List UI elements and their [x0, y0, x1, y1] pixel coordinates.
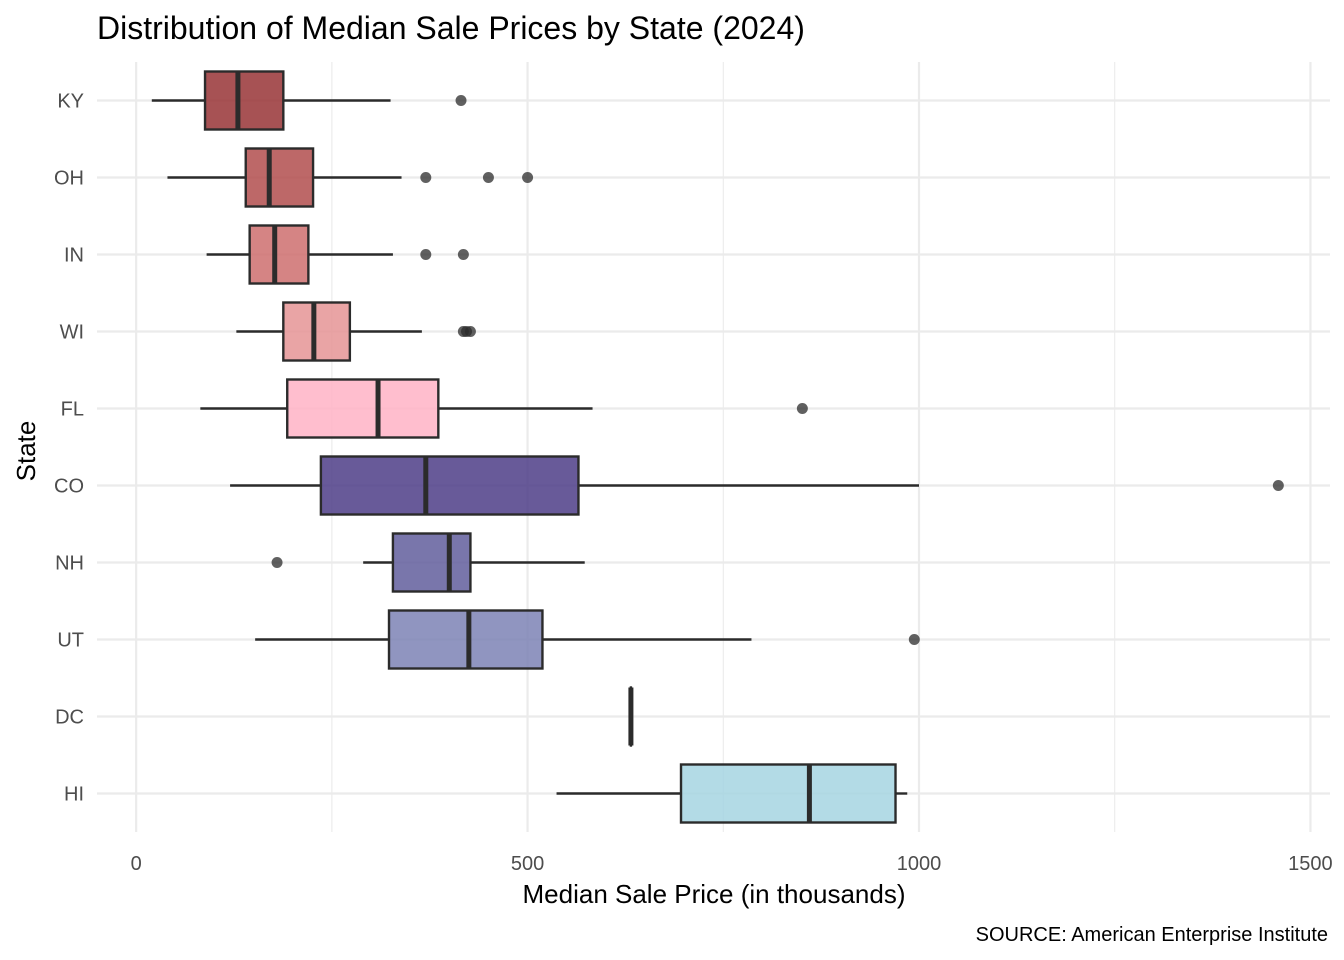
box-layer: [151, 70, 1284, 824]
box: [391, 532, 472, 593]
box-group: [556, 763, 908, 824]
outlier-point: [908, 634, 920, 645]
y-tick-label: DC: [55, 707, 84, 729]
chart-caption: SOURCE: American Enterprise Institute: [976, 924, 1328, 946]
outlier-point: [464, 326, 476, 337]
tick-layer: 0 500 1000 1500 KY OH IN WI FL CO NH UT DC HI: [54, 91, 1333, 876]
y-tick-label: OH: [54, 168, 84, 190]
box-group: [167, 147, 534, 208]
box-group: [230, 455, 1284, 516]
x-tick-label: 1000: [897, 853, 942, 875]
y-tick-label: HI: [64, 784, 84, 806]
y-tick-label: UT: [57, 630, 84, 652]
box-group: [255, 609, 920, 670]
outlier-point: [482, 172, 494, 183]
box: [679, 763, 897, 824]
box-group: [200, 378, 808, 439]
x-tick-label: 500: [511, 853, 544, 875]
y-axis-title: State: [11, 421, 41, 482]
box-group: [151, 70, 467, 131]
box: [387, 609, 544, 670]
x-axis-title: Median Sale Price (in thousands): [523, 879, 906, 909]
y-tick-label: FL: [61, 399, 84, 421]
y-tick-label: KY: [57, 91, 84, 113]
box: [282, 301, 352, 362]
outlier-point: [457, 249, 469, 260]
box: [203, 70, 285, 131]
outlier-point: [271, 557, 283, 568]
box: [248, 224, 310, 285]
box: [319, 455, 580, 516]
outlier-point: [522, 172, 534, 183]
outlier-point: [1272, 480, 1284, 491]
outlier-point: [455, 95, 467, 106]
box: [286, 378, 440, 439]
chart-title: Distribution of Median Sale Prices by St…: [97, 10, 805, 46]
x-tick-label: 1500: [1288, 853, 1333, 875]
y-tick-label: CO: [54, 476, 84, 498]
y-tick-label: IN: [64, 245, 84, 267]
box-group: [236, 301, 476, 362]
outlier-point: [420, 172, 432, 183]
box: [244, 147, 315, 208]
y-tick-label: WI: [60, 322, 84, 344]
box-group: [271, 532, 585, 593]
y-tick-label: NH: [55, 553, 84, 575]
outlier-point: [796, 403, 808, 414]
box-group: [206, 224, 469, 285]
x-tick-label: 0: [131, 853, 142, 875]
outlier-point: [420, 249, 432, 260]
